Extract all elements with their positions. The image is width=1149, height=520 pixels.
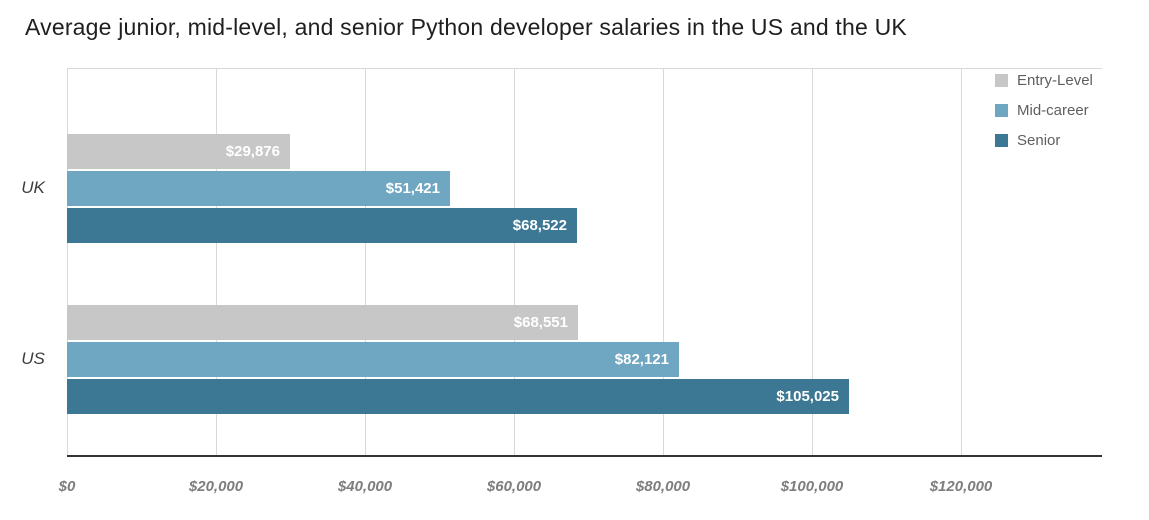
legend-swatch-icon	[995, 134, 1008, 147]
x-tick-label: $100,000	[780, 478, 844, 495]
gridline	[514, 69, 515, 456]
bar-uk-senior: $68,522	[67, 208, 577, 243]
bar-uk-mid-career: $51,421	[67, 171, 450, 206]
bar-us-senior: $105,025	[67, 379, 849, 414]
legend-item-entry-level: Entry-Level	[995, 72, 1093, 89]
legend-label: Senior	[1017, 132, 1061, 149]
gridline	[365, 69, 366, 456]
legend-label: Entry-Level	[1017, 72, 1093, 89]
x-tick-label: $0	[58, 478, 76, 495]
legend-swatch-icon	[995, 74, 1008, 87]
bar-value-label: $51,421	[385, 180, 440, 197]
x-tick-label: $20,000	[188, 478, 244, 495]
bar-us-entry-level: $68,551	[67, 305, 578, 340]
x-axis-line	[67, 455, 1102, 457]
gridline	[67, 69, 68, 456]
x-axis-tick-labels: $0 $20,000 $40,000 $60,000 $80,000 $100,000 $1…	[59, 478, 1102, 502]
chart-legend: Entry-Level Mid-career Senior	[995, 72, 1093, 162]
bar-value-label: $82,121	[614, 351, 669, 368]
x-tick-label: $60,000	[486, 478, 542, 495]
bar-value-label: $105,025	[776, 388, 839, 405]
gridline	[663, 69, 664, 456]
category-label-uk: UK	[21, 178, 45, 197]
bar-value-label: $29,876	[225, 143, 280, 160]
x-tick-label: $120,000	[929, 478, 993, 495]
bar-us-mid-career: $82,121	[67, 342, 679, 377]
gridline	[961, 69, 962, 456]
plot-area: $29,876 $68,551 $51,421 $82,121 $68,522 $105,…	[21, 68, 1102, 456]
legend-item-mid-career: Mid-career	[995, 102, 1093, 119]
chart-title: Average junior, mid-level, and senior Py…	[25, 14, 907, 40]
legend-item-senior: Senior	[995, 132, 1093, 149]
gridline	[812, 69, 813, 456]
legend-swatch-icon	[995, 104, 1008, 117]
x-tick-label: $80,000	[635, 478, 691, 495]
bar-value-label: $68,522	[512, 217, 567, 234]
bar-uk-entry-level: $29,876	[67, 134, 290, 169]
category-label-us: US	[21, 349, 45, 368]
legend-label: Mid-career	[1017, 102, 1089, 119]
gridline	[216, 69, 217, 456]
x-tick-label: $40,000	[337, 478, 393, 495]
bar-value-label: $68,551	[513, 314, 568, 331]
